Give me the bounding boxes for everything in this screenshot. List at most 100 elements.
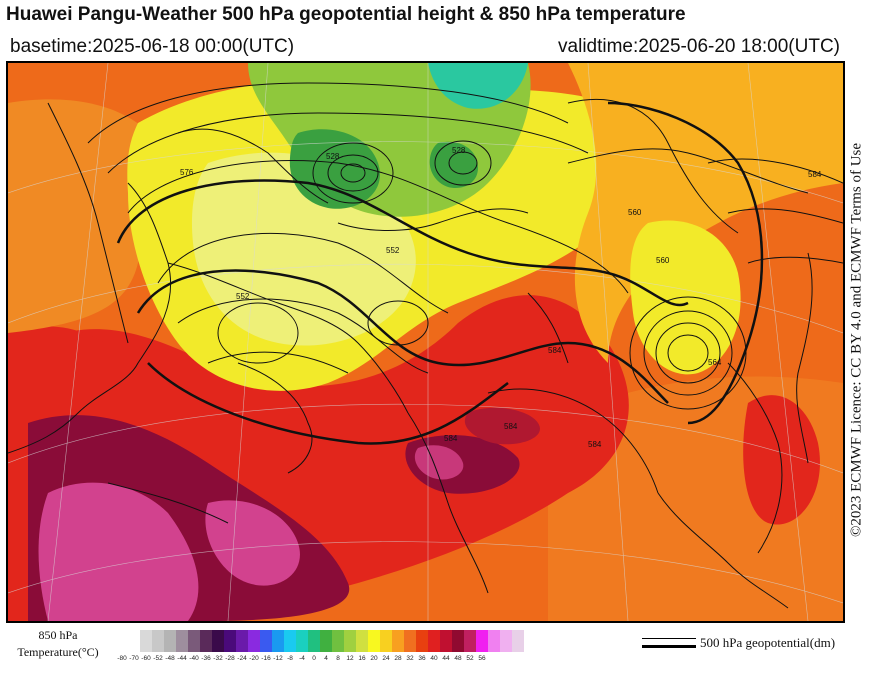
colorbar-swatch <box>344 630 356 652</box>
colorbar-swatch <box>332 630 344 652</box>
colorbar-tick-label: 0 <box>312 655 316 662</box>
contour-key-thick-line <box>642 645 696 648</box>
temperature-field-hot-core <box>464 407 540 445</box>
colorbar-swatch <box>380 630 392 652</box>
contour-label: 528 <box>326 152 340 161</box>
colorbar-ticks: -80 -70 -60 -52 -48 -44 -40 -36 -32 -28 -24 -20 -16-… <box>116 655 488 662</box>
colorbar-swatch <box>452 630 464 652</box>
colorbar-tick-label: 52 <box>466 655 474 662</box>
colorbar-swatch <box>464 630 476 652</box>
colorbar-swatch <box>488 630 500 652</box>
colorbar-tick-label: 48 <box>454 655 462 662</box>
colorbar-swatch <box>224 630 236 652</box>
colorbar-swatch <box>428 630 440 652</box>
colorbar-swatch <box>212 630 224 652</box>
temperature-field-east <box>568 63 843 363</box>
contour-label: 584 <box>548 346 562 355</box>
colorbar-tick-label: -32 <box>213 655 223 662</box>
contour-label: 584 <box>808 170 822 179</box>
colorbar-tick-label: -4 <box>299 655 305 662</box>
temperature-field-extreme-3 <box>414 445 464 480</box>
colorbar-swatch <box>440 630 452 652</box>
colorbar-swatch <box>188 630 200 652</box>
license-text: ©2023 ECMWF Licence: CC BY 4.0 and ECMWF… <box>848 142 865 538</box>
geopotential-contours-thick <box>116 101 764 445</box>
coastlines <box>8 128 813 609</box>
validtime-label: validtime:2025-06-20 18:00(UTC) <box>558 36 840 57</box>
colorbar-tick-label: 8 <box>336 655 340 662</box>
weather-map: 576 552 560 584 564 528 528 552 560 584 … <box>6 61 845 623</box>
colorbar-tick-label: -16 <box>261 655 271 662</box>
contour-label: 528 <box>452 146 466 155</box>
temperature-field-extreme-2 <box>205 500 300 586</box>
legend-label-line1: 850 hPa <box>38 628 78 642</box>
colorbar-tick-label: 28 <box>394 655 402 662</box>
temperature-colorbar <box>140 630 524 652</box>
contour-label: 584 <box>444 434 458 443</box>
colorbar-swatch <box>500 630 512 652</box>
colorbar-swatch <box>176 630 188 652</box>
colorbar-tick-label: 24 <box>382 655 390 662</box>
colorbar-tick-label: -12 <box>273 655 283 662</box>
colorbar-tick-label: -80 <box>117 655 127 662</box>
temperature-field-hot-west <box>8 326 128 403</box>
colorbar-tick-label: 32 <box>406 655 414 662</box>
contour-key-label: 500 hPa geopotential(dm) <box>700 635 836 650</box>
colorbar-swatch <box>152 630 164 652</box>
contour-label: 576 <box>180 168 194 177</box>
contour-label: 560 <box>656 256 670 265</box>
colorbar-tick-label: -60 <box>141 655 151 662</box>
colorbar-tick-label: 16 <box>358 655 366 662</box>
contour-labels: 576 552 560 584 564 528 528 552 560 584 … <box>180 146 822 449</box>
colorbar-swatch <box>512 630 524 652</box>
colorbar-tick-label: 4 <box>324 655 328 662</box>
colorbar-tick-label: 20 <box>370 655 378 662</box>
legend-label-line2: Temperature(°C) <box>17 645 99 659</box>
colorbar-tick-label: -70 <box>129 655 139 662</box>
temperature-legend-label: 850 hPa Temperature(°C) <box>8 627 108 661</box>
contour-label: 584 <box>504 422 518 431</box>
colorbar-swatch <box>368 630 380 652</box>
colorbar-swatch <box>392 630 404 652</box>
contour-key <box>642 634 696 650</box>
temperature-field-cold-core <box>289 129 380 209</box>
colorbar-tick-label: 56 <box>478 655 486 662</box>
colorbar-tick-label: -44 <box>177 655 187 662</box>
temperature-field-extreme <box>38 482 199 621</box>
colorbar-swatch <box>308 630 320 652</box>
colorbar-tick-label: -24 <box>237 655 247 662</box>
contour-label: 552 <box>386 246 400 255</box>
contour-label: 552 <box>236 292 250 301</box>
contour-key-thin-line <box>642 638 696 639</box>
colorbar-swatch <box>296 630 308 652</box>
map-title: Huawei Pangu-Weather 500 hPa geopotentia… <box>6 4 686 25</box>
colorbar-tick-label: -36 <box>201 655 211 662</box>
colorbar-swatch <box>404 630 416 652</box>
colorbar-swatch <box>200 630 212 652</box>
colorbar-tick-label: 12 <box>346 655 354 662</box>
colorbar-swatch <box>356 630 368 652</box>
colorbar-swatch <box>140 630 152 652</box>
colorbar-swatch <box>476 630 488 652</box>
colorbar-swatch <box>272 630 284 652</box>
colorbar-tick-label: 36 <box>418 655 426 662</box>
colorbar-tick-label: -52 <box>153 655 163 662</box>
colorbar-tick-label: -28 <box>225 655 235 662</box>
colorbar-tick-label: -8 <box>287 655 293 662</box>
contour-label: 560 <box>628 208 642 217</box>
contour-label: 564 <box>708 358 722 367</box>
colorbar-tick-label: -40 <box>189 655 199 662</box>
graticule <box>8 63 843 621</box>
colorbar-swatch <box>164 630 176 652</box>
colorbar-swatch <box>284 630 296 652</box>
temperature-field-cold-core-2 <box>429 141 478 189</box>
colorbar-tick-label: 44 <box>442 655 450 662</box>
colorbar-tick-label: -20 <box>249 655 259 662</box>
colorbar-swatch <box>320 630 332 652</box>
basetime-label: basetime:2025-06-18 00:00(UTC) <box>10 36 295 57</box>
colorbar-swatch <box>236 630 248 652</box>
colorbar-swatch <box>248 630 260 652</box>
temperature-field-coldest <box>428 63 528 109</box>
contour-label: 584 <box>588 440 602 449</box>
colorbar-swatch <box>260 630 272 652</box>
